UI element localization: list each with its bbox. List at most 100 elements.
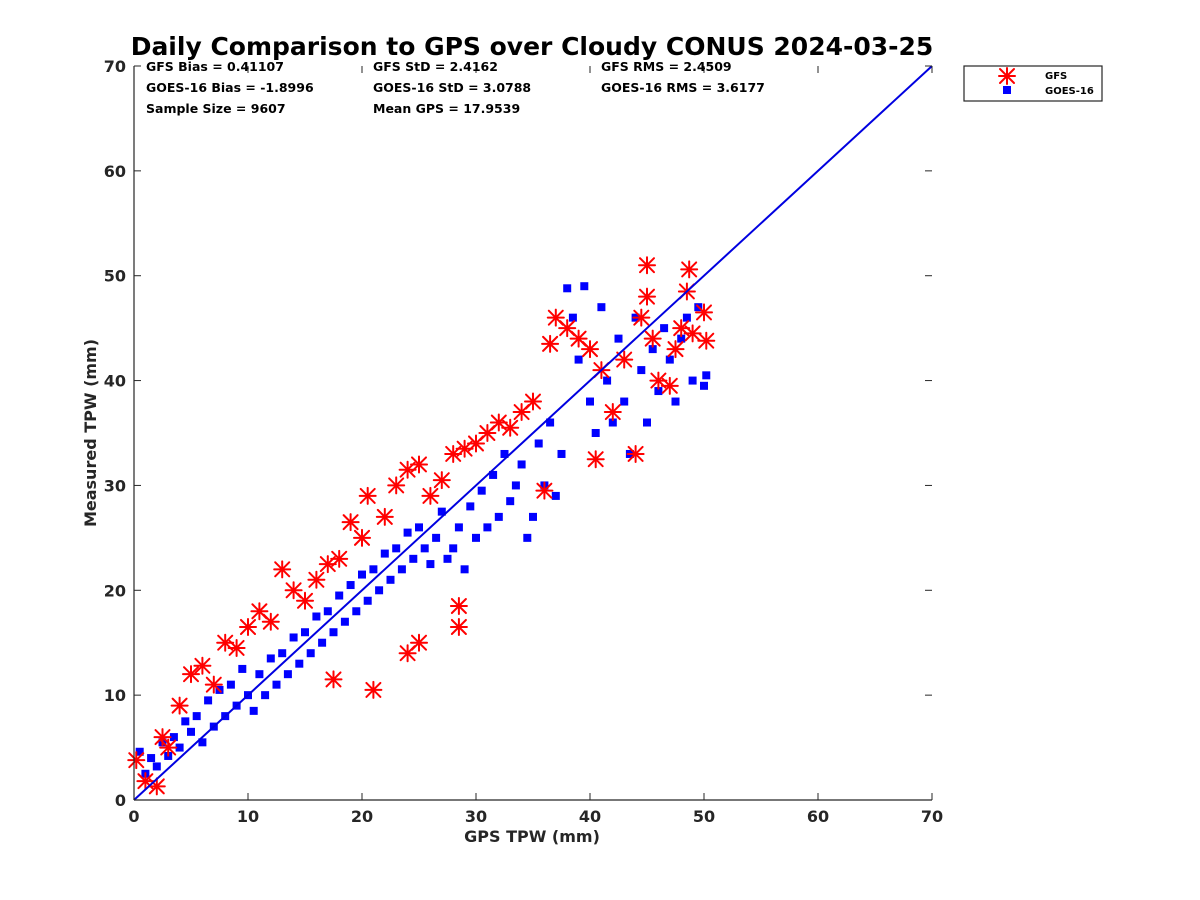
stats-annotations: GFS Bias = 0.41107 GFS StD = 2.4162 GFS … (146, 59, 765, 116)
gfs-point (375, 507, 394, 526)
goes16-point (580, 282, 589, 291)
gfs-point (581, 340, 599, 359)
x-tick-label: 60 (807, 807, 829, 826)
gfs-point (261, 612, 280, 631)
gfs-point (683, 324, 702, 343)
goes16-point (175, 743, 184, 752)
y-tick-label: 50 (104, 267, 126, 286)
gfs-point (410, 633, 428, 652)
gfs-point (660, 376, 679, 395)
goes16-point (700, 381, 708, 390)
goes16-point (255, 670, 264, 679)
goes16-point (506, 497, 515, 506)
goes16-point (318, 638, 327, 647)
gfs-point (330, 549, 349, 568)
y-ticks: 0 10 20 30 40 50 60 70 (104, 57, 932, 810)
goes16-point (204, 696, 213, 705)
goes16-point (443, 554, 452, 563)
goes16-point (301, 628, 309, 637)
goes16-point (363, 596, 372, 605)
gfs-point (535, 481, 554, 500)
goes16-point (261, 691, 270, 700)
goes16-point (323, 607, 332, 616)
goes16-point (340, 617, 349, 626)
y-tick-label: 20 (104, 581, 126, 600)
goes16-point (420, 544, 429, 553)
goes16-point (266, 654, 275, 663)
gfs-point (127, 751, 146, 770)
goes16-point (614, 334, 623, 343)
gfs-point (387, 476, 406, 495)
gfs-point (632, 308, 651, 327)
goes16-point (306, 649, 315, 658)
legend-goes-marker (1003, 86, 1011, 94)
goes16-point (637, 366, 646, 375)
gfs-point (227, 638, 246, 657)
x-axis-label: GPS TPW (mm) (464, 827, 600, 846)
x-tick-label: 70 (921, 807, 943, 826)
goes16-point (346, 581, 355, 590)
gfs-point (273, 560, 292, 579)
goes16-point (489, 470, 498, 479)
gfs-point (239, 617, 257, 636)
gfs-point (449, 617, 468, 636)
gfs-point (204, 675, 223, 694)
goes16-point (289, 633, 298, 642)
gfs-point (324, 670, 343, 689)
gfs-point (432, 471, 451, 490)
goes16-point (654, 387, 663, 396)
goes16-point (574, 355, 583, 364)
goes16-point (403, 528, 412, 537)
y-tick-label: 40 (104, 372, 126, 391)
goes16-point (369, 565, 378, 574)
goes16-point (392, 544, 401, 553)
goes16-point (603, 376, 612, 385)
gfs-point (449, 597, 468, 616)
gfs-point (307, 570, 326, 589)
stat-gfs-std: GFS StD = 2.4162 (373, 59, 498, 74)
goes16-point (677, 334, 686, 343)
legend-gfs-marker (998, 67, 1016, 85)
goes16-point (198, 738, 207, 747)
goes16-point (192, 712, 201, 721)
goes16-point (648, 345, 657, 354)
goes16-point (437, 507, 446, 516)
x-tick-label: 50 (693, 807, 715, 826)
goes16-point (415, 523, 423, 532)
gfs-point (603, 403, 622, 422)
gfs-point (159, 738, 178, 757)
x-ticks: 0 10 20 30 40 50 60 70 (128, 66, 943, 826)
x-tick-label: 20 (351, 807, 373, 826)
x-tick-label: 10 (237, 807, 259, 826)
goes16-point (517, 460, 526, 469)
goes16-point (409, 554, 418, 563)
goes16-point (568, 313, 577, 322)
gfs-point (147, 777, 166, 796)
stat-gfs-rms: GFS RMS = 2.4509 (601, 59, 732, 74)
goes16-point (534, 439, 543, 448)
scatter-layer (127, 256, 716, 796)
goes16-point (591, 429, 600, 437)
gfs-point (341, 513, 360, 532)
goes16-point (380, 549, 389, 558)
goes16-point (620, 397, 629, 406)
goes16-point (665, 355, 674, 364)
gfs-point (638, 287, 656, 306)
x-tick-label: 40 (579, 807, 601, 826)
axes (133, 66, 932, 801)
goes16-point (608, 418, 617, 427)
goes16-point (187, 727, 195, 736)
y-tick-label: 60 (104, 162, 126, 181)
goes16-point (466, 502, 475, 511)
goes16-point (426, 560, 435, 569)
legend: GFS GOES-16 (963, 65, 1103, 102)
series-goes-16 (135, 282, 711, 778)
goes16-point (671, 397, 680, 406)
gfs-point (524, 392, 542, 411)
legend-goes-label: GOES-16 (1045, 86, 1094, 97)
y-tick-label: 0 (115, 791, 126, 810)
y-tick-label: 10 (104, 686, 126, 705)
y-tick-label: 70 (104, 57, 126, 76)
goes16-point (557, 449, 566, 458)
